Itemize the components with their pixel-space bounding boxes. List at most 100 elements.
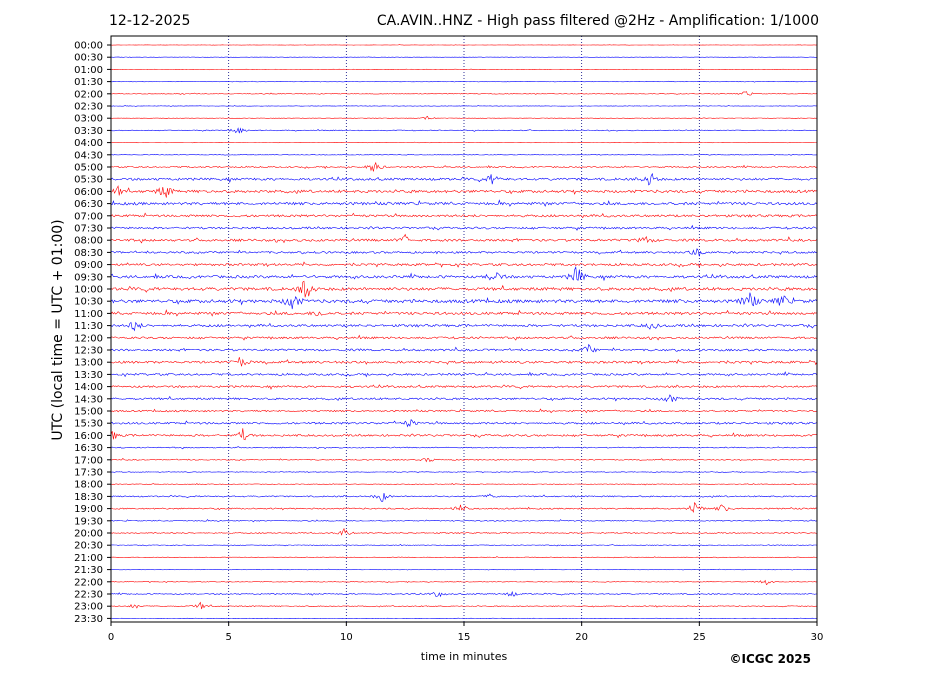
row-label: 17:30: [74, 468, 103, 479]
x-axis-ticks: 0 5 10 15 20 25 30: [108, 622, 824, 643]
row-label: 21:30: [74, 565, 103, 576]
trace-row: [110, 334, 818, 341]
trace-row: [110, 446, 818, 450]
row-label: 01:30: [74, 77, 103, 88]
row-label: 13:00: [74, 358, 103, 369]
x-axis-label: time in minutes: [421, 650, 508, 663]
trace-row: [110, 601, 817, 610]
trace-row: [110, 371, 818, 378]
trace-row: [110, 105, 817, 107]
x-tick-label: 25: [693, 632, 706, 643]
trace-row: [110, 91, 818, 96]
row-label: 08:00: [74, 236, 103, 247]
row-label: 22:30: [74, 590, 103, 601]
x-tick-label: 5: [225, 632, 231, 643]
row-label: 18:00: [74, 480, 103, 491]
row-label: 06:00: [74, 187, 103, 198]
row-label: 02:00: [74, 89, 103, 100]
y-axis-label: UTC (local time = UTC + 01:00): [50, 219, 66, 440]
row-label: 04:00: [74, 138, 103, 149]
row-label: 15:30: [74, 419, 103, 430]
x-tick-label: 15: [458, 632, 471, 643]
trace-row: [110, 265, 818, 282]
row-label: 20:00: [74, 529, 103, 540]
trace-row: [110, 527, 818, 536]
x-tick-label: 10: [340, 632, 353, 643]
row-label: 14:30: [74, 394, 103, 405]
trace-row: [110, 394, 818, 403]
trace-row: [110, 224, 818, 231]
row-label: 05:30: [74, 175, 103, 186]
copyright-label: ©ICGC 2025: [729, 652, 811, 666]
row-label: 01:00: [74, 65, 103, 76]
row-label: 16:00: [74, 431, 103, 442]
row-label: 19:30: [74, 516, 103, 527]
trace-row: [110, 261, 818, 269]
row-label: 10:30: [74, 297, 103, 308]
row-label: 04:30: [74, 150, 103, 161]
trace-row: [110, 428, 818, 441]
row-label: 07:30: [74, 224, 103, 235]
trace-row: [110, 418, 818, 428]
trace-row: [110, 544, 818, 547]
row-label: 09:30: [74, 272, 103, 283]
trace-row: [110, 292, 818, 310]
row-label: 23:30: [74, 614, 103, 625]
row-label: 14:00: [74, 382, 103, 393]
chart-title: CA.AVIN..HNZ - High pass filtered @2Hz -…: [377, 13, 819, 29]
trace-row: [110, 470, 818, 474]
trace-row: [110, 343, 818, 353]
trace-row: [110, 161, 818, 172]
trace-row: [111, 556, 818, 559]
trace-row: [110, 280, 818, 298]
row-label: 19:00: [74, 504, 103, 515]
trace-row: [110, 56, 817, 58]
trace-row: [110, 482, 818, 486]
row-label: 11:30: [74, 321, 103, 332]
trace-row: [110, 579, 817, 586]
grid-layer: [228, 36, 700, 622]
trace-row: [110, 115, 818, 120]
trace-row: [111, 153, 818, 156]
row-label: 12:30: [74, 346, 103, 357]
row-label: 16:30: [74, 443, 103, 454]
trace-row: [110, 617, 818, 620]
row-label: 09:00: [74, 260, 103, 271]
x-tick-label: 30: [811, 632, 824, 643]
trace-row: [110, 127, 818, 134]
trace-row: [110, 185, 818, 198]
row-label: 23:00: [74, 602, 103, 613]
row-label: 13:30: [74, 370, 103, 381]
trace-row: [110, 519, 818, 523]
trace-row: [110, 408, 818, 414]
row-label: 18:30: [74, 492, 103, 503]
trace-row: [110, 44, 818, 46]
trace-row: [111, 248, 818, 257]
row-label: 02:30: [74, 102, 103, 113]
row-label: 00:00: [74, 41, 103, 52]
trace-layer: [110, 44, 818, 620]
row-label: 21:00: [74, 553, 103, 564]
row-label: 20:30: [74, 541, 103, 552]
row-label: 08:30: [74, 248, 103, 259]
trace-row: [110, 233, 818, 244]
trace-row: [110, 321, 818, 332]
row-label: 15:00: [74, 407, 103, 418]
row-label: 03:00: [74, 114, 103, 125]
trace-row: [110, 141, 817, 144]
trace-row: [110, 501, 818, 513]
row-label: 10:00: [74, 285, 103, 296]
row-label: 03:30: [74, 126, 103, 137]
trace-row: [110, 457, 818, 463]
x-tick-label: 20: [575, 632, 588, 643]
row-label: 06:30: [74, 199, 103, 210]
trace-row: [110, 212, 818, 219]
row-label: 00:30: [74, 53, 103, 64]
trace-row: [110, 590, 818, 598]
trace-row: [110, 68, 817, 71]
trace-row: [110, 384, 818, 390]
x-tick-label: 0: [108, 632, 114, 643]
row-label: 07:00: [74, 211, 103, 222]
